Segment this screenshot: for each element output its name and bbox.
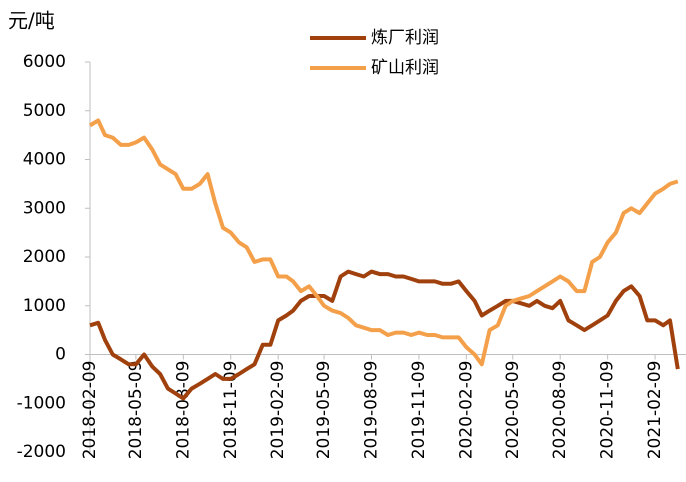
x-tick-label: 2020-11-09	[598, 361, 618, 460]
x-tick-label: 2019-08-09	[362, 361, 382, 460]
y-tick-label: -2000	[17, 442, 66, 462]
x-tick-label: 2018-08-09	[173, 361, 193, 460]
x-tick-label: 2019-11-09	[409, 361, 429, 460]
x-tick-label: 2018-02-09	[80, 361, 100, 460]
x-tick-label: 2019-05-09	[314, 361, 334, 460]
series-line	[88, 118, 679, 367]
y-tick-label: 2000	[23, 247, 66, 267]
x-tick-label: 2021-02-09	[645, 361, 665, 460]
y-axis-label: 元/吨	[8, 9, 55, 33]
y-tick-label: -1000	[17, 393, 66, 413]
x-tick-label: 2018-11-09	[221, 361, 241, 460]
legend-label: 矿山利润	[371, 58, 439, 78]
series-line	[89, 269, 680, 401]
y-tick-label: 5000	[23, 101, 66, 121]
y-tick-label: 0	[55, 345, 66, 365]
legend-label: 炼厂利润	[371, 28, 439, 48]
x-tick-label: 2019-02-09	[268, 361, 288, 460]
x-tick-label: 2020-02-09	[456, 361, 476, 460]
y-tick-label: 3000	[23, 198, 66, 218]
y-tick-label: 4000	[23, 150, 66, 170]
x-tick-label: 2018-05-09	[126, 361, 146, 460]
x-tick-label: 2020-08-09	[550, 361, 570, 460]
y-tick-label: 6000	[23, 52, 66, 72]
x-tick-label: 2020-05-09	[503, 361, 523, 460]
y-tick-label: 1000	[23, 296, 66, 316]
